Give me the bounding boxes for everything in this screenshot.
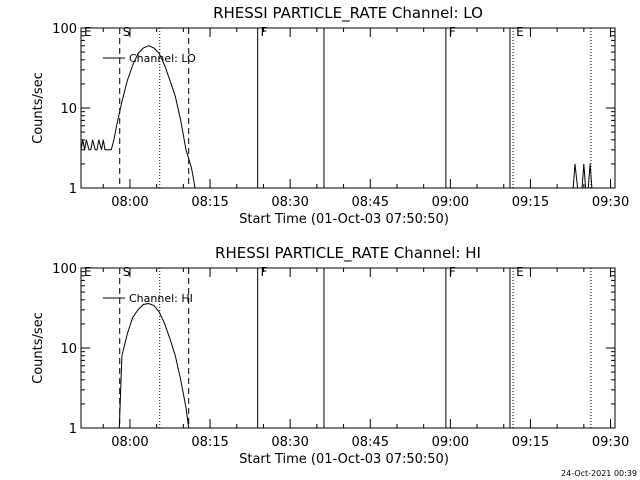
- x-tick-label: 08:00: [111, 435, 148, 450]
- x-tick-label: 09:30: [592, 195, 629, 210]
- chart-panel-2: RHESSI PARTICLE_RATE Channel: HI 1 10 100 08…: [31, 244, 629, 467]
- legend-label: Channel: HI: [129, 292, 193, 305]
- x-tick-label: 08:45: [352, 195, 389, 210]
- x-axis-label: Start Time (01-Oct-03 07:50:50): [239, 452, 449, 467]
- x-tick-label: 09:15: [512, 435, 549, 450]
- x-tick-label: 09:15: [512, 195, 549, 210]
- x-tick-label: 08:15: [191, 195, 228, 210]
- event-marker-label: E: [84, 265, 92, 279]
- series-line: [80, 45, 196, 189]
- series-line: [118, 302, 190, 429]
- x-tick-label: 09:30: [592, 435, 629, 450]
- x-tick-label: 09:00: [432, 435, 469, 450]
- x-tick-label: 08:30: [271, 195, 308, 210]
- chart-panel-1: RHESSI PARTICLE_RATE Channel: LO 1 10 100 08…: [31, 4, 629, 227]
- y-axis-label: Counts/sec: [31, 72, 46, 144]
- x-axis-label: Start Time (01-Oct-03 07:50:50): [239, 212, 449, 227]
- x-tick-label: 08:45: [352, 435, 389, 450]
- x-tick-label: 09:00: [432, 195, 469, 210]
- y-tick-label: 1: [69, 422, 77, 437]
- event-marker-label: S: [123, 25, 131, 39]
- event-marker-label: F: [449, 265, 456, 279]
- event-marker-label: F: [261, 265, 268, 279]
- event-marker-label: F: [449, 25, 456, 39]
- x-tick-label: 08:00: [111, 195, 148, 210]
- y-axis-label: Counts/sec: [31, 312, 46, 384]
- y-tick-label: 100: [52, 262, 77, 277]
- footer-timestamp: 24-Oct-2021 00:39: [561, 469, 637, 478]
- y-tick-label: 10: [60, 342, 77, 357]
- x-tick-label: 08:15: [191, 435, 228, 450]
- event-marker-label: E: [84, 25, 92, 39]
- y-tick-label: 100: [52, 22, 77, 37]
- series-line: [572, 163, 593, 189]
- chart-title: RHESSI PARTICLE_RATE Channel: HI: [215, 244, 481, 263]
- event-marker-label: S: [123, 265, 131, 279]
- y-tick-label: 1: [69, 182, 77, 197]
- event-marker-label: E: [516, 25, 524, 39]
- y-tick-label: 10: [60, 102, 77, 117]
- x-tick-label: 08:30: [271, 435, 308, 450]
- legend-label: Channel: LO: [129, 52, 196, 65]
- event-marker-label: E: [516, 265, 524, 279]
- event-marker-label: F: [261, 25, 268, 39]
- chart-title: RHESSI PARTICLE_RATE Channel: LO: [213, 4, 483, 23]
